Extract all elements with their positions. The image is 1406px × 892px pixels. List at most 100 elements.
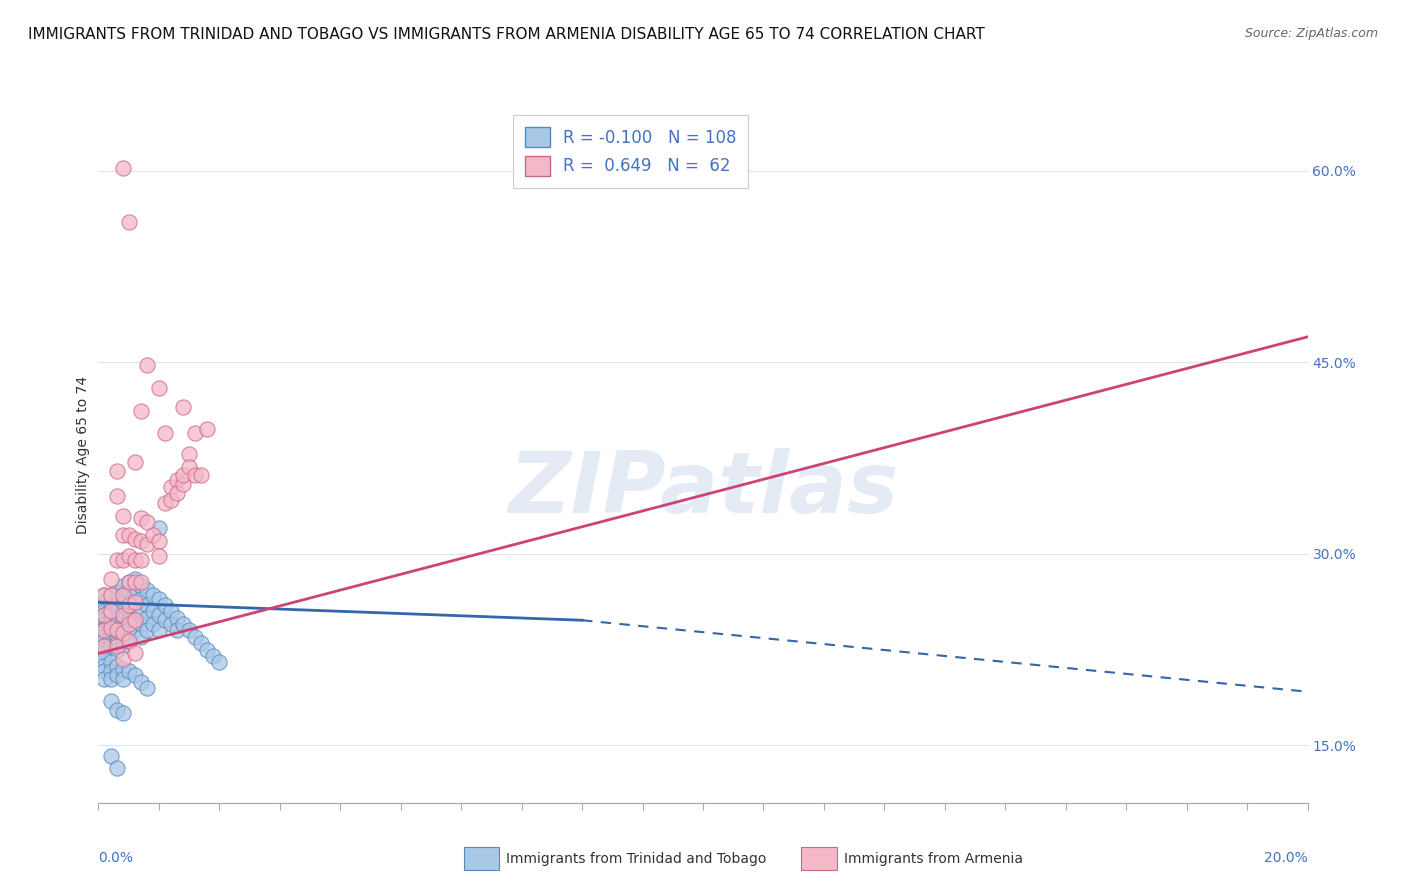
Point	[135, 598, 157, 612]
Point	[166, 473, 188, 487]
Point	[93, 608, 115, 623]
Point	[148, 521, 170, 535]
Legend: R = -0.100   N = 108, R =  0.649   N =  62: R = -0.100 N = 108, R = 0.649 N = 62	[513, 115, 748, 187]
Point	[124, 455, 146, 469]
Point	[148, 381, 170, 395]
Point	[148, 549, 170, 564]
Point	[93, 588, 115, 602]
Point	[129, 404, 152, 418]
Point	[142, 588, 165, 602]
Point	[93, 665, 115, 679]
Point	[129, 617, 152, 632]
Point	[118, 617, 141, 632]
Point	[100, 617, 122, 632]
Point	[105, 761, 128, 775]
Point	[124, 595, 146, 609]
Point	[100, 573, 122, 587]
Text: Source: ZipAtlas.com: Source: ZipAtlas.com	[1244, 27, 1378, 40]
Point	[93, 621, 115, 635]
Point	[100, 665, 122, 679]
Point	[166, 624, 188, 638]
Point	[105, 630, 128, 644]
Point	[124, 574, 146, 589]
Point	[135, 624, 157, 638]
Point	[148, 624, 170, 638]
Point	[179, 460, 201, 475]
Point	[118, 574, 141, 589]
Point	[153, 496, 176, 510]
Point	[111, 527, 134, 541]
Point	[111, 626, 134, 640]
Point	[166, 610, 188, 624]
Point	[93, 624, 115, 638]
Point	[93, 595, 115, 609]
Point	[142, 604, 165, 618]
Point	[118, 598, 141, 612]
Point	[93, 642, 115, 657]
Point	[129, 534, 152, 549]
Point	[105, 624, 128, 638]
Point	[105, 490, 128, 504]
Point	[111, 706, 134, 721]
Point	[105, 610, 128, 624]
Text: Immigrants from Trinidad and Tobago: Immigrants from Trinidad and Tobago	[506, 852, 766, 866]
Point	[172, 400, 194, 414]
Point	[93, 639, 115, 653]
Point	[118, 604, 141, 618]
Point	[172, 476, 194, 491]
Point	[111, 588, 134, 602]
Point	[129, 574, 152, 589]
Point	[160, 617, 183, 632]
Point	[118, 595, 141, 609]
Point	[129, 630, 152, 644]
Point	[93, 617, 115, 632]
Point	[111, 604, 134, 618]
Point	[124, 595, 146, 609]
Point	[129, 674, 152, 689]
Point	[166, 485, 188, 500]
Point	[124, 647, 146, 661]
Point	[100, 656, 122, 670]
Point	[208, 656, 231, 670]
Point	[135, 536, 157, 550]
Point	[105, 636, 128, 650]
Point	[148, 534, 170, 549]
Point	[124, 532, 146, 546]
Point	[105, 598, 128, 612]
Point	[153, 425, 176, 440]
Point	[172, 467, 194, 482]
Point	[100, 604, 122, 618]
Point	[124, 613, 146, 627]
Point	[111, 588, 134, 602]
Point	[105, 585, 128, 599]
Point	[100, 672, 122, 686]
Point	[118, 527, 141, 541]
Point	[93, 659, 115, 673]
Point	[184, 425, 207, 440]
Point	[93, 672, 115, 686]
Point	[105, 659, 128, 673]
Point	[100, 748, 122, 763]
Point	[100, 621, 122, 635]
Point	[124, 624, 146, 638]
Point	[135, 681, 157, 695]
Point	[172, 617, 194, 632]
Point	[100, 595, 122, 609]
Point	[135, 358, 157, 372]
Point	[202, 648, 225, 663]
Point	[111, 662, 134, 676]
Point	[153, 598, 176, 612]
Point	[93, 588, 115, 602]
Point	[118, 665, 141, 679]
Point	[129, 511, 152, 525]
Point	[100, 613, 122, 627]
Point	[135, 582, 157, 597]
Point	[111, 579, 134, 593]
Point	[100, 639, 122, 653]
Point	[129, 604, 152, 618]
Point	[105, 604, 128, 618]
Point	[153, 613, 176, 627]
Point	[118, 549, 141, 564]
Point	[135, 610, 157, 624]
Point	[100, 630, 122, 644]
